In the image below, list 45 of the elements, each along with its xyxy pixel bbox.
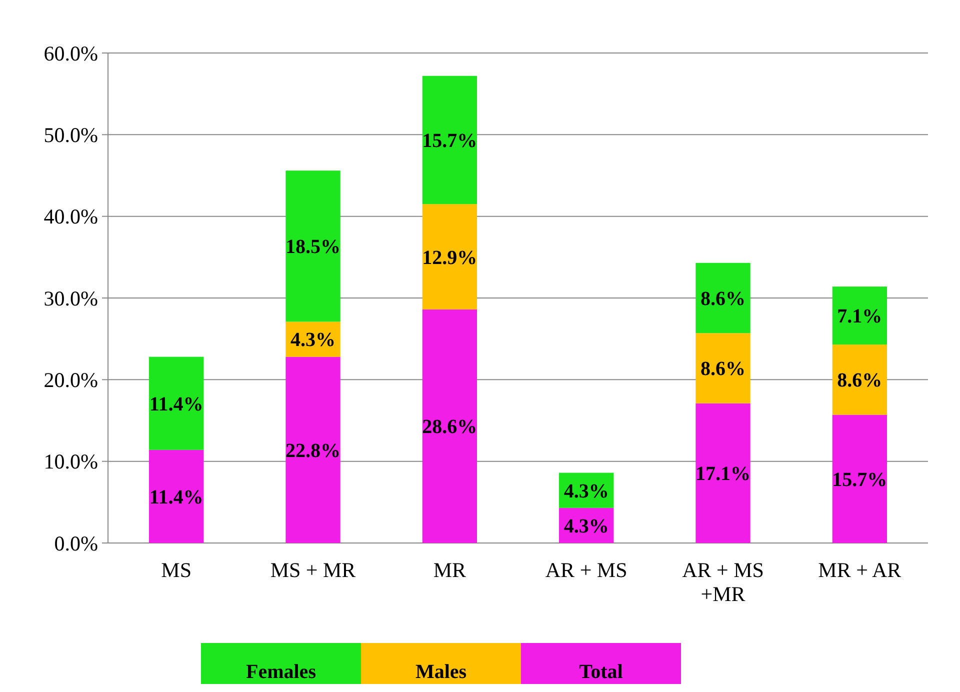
x-tick-label: MS + MR <box>270 558 356 582</box>
text: Females <box>246 661 316 683</box>
y-tick-label: 50.0% <box>44 123 98 148</box>
data-label: 11.4% <box>149 393 204 416</box>
data-label: 12.9% <box>422 246 478 269</box>
bar <box>832 414 887 543</box>
x-tick-label: MS <box>161 558 192 582</box>
bar <box>149 356 204 450</box>
bar <box>286 356 340 543</box>
data-label: 8.6% <box>837 370 882 392</box>
bar <box>696 333 750 404</box>
y-tick-label: 40.0% <box>44 204 98 229</box>
bar <box>832 286 887 345</box>
x-tick-label: AR + MS <box>545 558 628 582</box>
y-tick-label: 20.0% <box>44 368 98 392</box>
data-label: 22.8% <box>286 440 340 462</box>
data-label: 15.7% <box>422 130 478 152</box>
text: Males <box>415 661 467 683</box>
bar <box>149 450 204 543</box>
data-label: 15.7% <box>832 468 888 491</box>
y-tick-label: 60.0% <box>44 41 98 66</box>
text: Total <box>579 661 624 683</box>
bar <box>696 262 750 334</box>
data-label: 11.4% <box>149 486 204 508</box>
x-tick-label: AR + MS +MR <box>682 558 764 606</box>
bar <box>422 309 477 543</box>
bar <box>696 403 750 543</box>
y-tick-label: 10.0% <box>44 450 98 474</box>
data-label: 8.6% <box>700 288 746 310</box>
x-tick-label: MR + AR <box>818 558 902 582</box>
data-label: 4.3% <box>564 515 609 538</box>
bar <box>286 170 340 322</box>
data-label: 4.3% <box>290 329 336 352</box>
data-label: 4.3% <box>564 480 609 502</box>
data-label: 7.1% <box>837 306 882 328</box>
x-tick-label: MR <box>433 558 466 582</box>
bar <box>422 204 477 310</box>
data-label: 17.1% <box>696 463 750 486</box>
y-tick-label: 30.0% <box>44 286 98 310</box>
y-tick-label: 0.0% <box>54 531 98 556</box>
data-label: 28.6% <box>422 416 478 438</box>
bar <box>832 344 887 415</box>
data-label: 8.6% <box>700 358 746 380</box>
bar <box>422 76 477 204</box>
data-label: 18.5% <box>286 236 340 258</box>
